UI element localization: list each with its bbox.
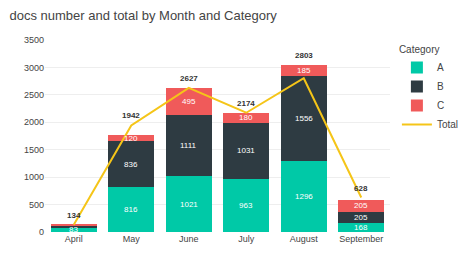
svg-text:Category: Category (399, 44, 440, 55)
svg-text:3000: 3000 (24, 63, 44, 73)
svg-text:2627: 2627 (180, 74, 198, 83)
svg-text:May: May (123, 234, 141, 244)
svg-text:B: B (437, 81, 444, 92)
svg-text:205: 205 (354, 213, 368, 222)
svg-text:185: 185 (297, 66, 311, 75)
svg-text:134: 134 (67, 211, 81, 220)
svg-text:2500: 2500 (24, 90, 44, 100)
svg-text:180: 180 (239, 113, 253, 122)
svg-text:168: 168 (354, 223, 368, 232)
svg-text:Total: Total (437, 119, 458, 130)
svg-text:120: 120 (124, 134, 138, 143)
svg-text:August: August (290, 234, 319, 244)
svg-text:816: 816 (124, 205, 138, 214)
svg-text:1111: 1111 (180, 141, 197, 150)
svg-text:2174: 2174 (237, 99, 255, 108)
svg-text:83: 83 (69, 225, 78, 234)
svg-text:205: 205 (354, 201, 368, 210)
svg-text:1942: 1942 (122, 111, 140, 120)
svg-text:1500: 1500 (24, 145, 44, 155)
svg-text:836: 836 (124, 160, 138, 169)
svg-text:1296: 1296 (295, 192, 313, 201)
svg-text:April: April (65, 234, 83, 244)
svg-text:docs number and total by Month: docs number and total by Month and Categ… (9, 8, 277, 23)
svg-text:0: 0 (39, 227, 44, 237)
svg-text:495: 495 (182, 97, 196, 106)
svg-text:September: September (339, 234, 383, 244)
svg-text:963: 963 (239, 201, 253, 210)
svg-text:C: C (437, 100, 444, 111)
svg-text:1556: 1556 (295, 114, 313, 123)
svg-text:500: 500 (29, 200, 44, 210)
svg-text:2803: 2803 (295, 51, 313, 60)
svg-text:A: A (437, 62, 444, 73)
svg-text:June: June (179, 234, 199, 244)
svg-text:3500: 3500 (24, 35, 44, 45)
svg-text:1031: 1031 (237, 146, 255, 155)
svg-text:July: July (238, 234, 255, 244)
svg-text:628: 628 (354, 184, 368, 193)
svg-text:1021: 1021 (180, 200, 198, 209)
svg-text:2000: 2000 (24, 117, 44, 127)
svg-text:1000: 1000 (24, 172, 44, 182)
